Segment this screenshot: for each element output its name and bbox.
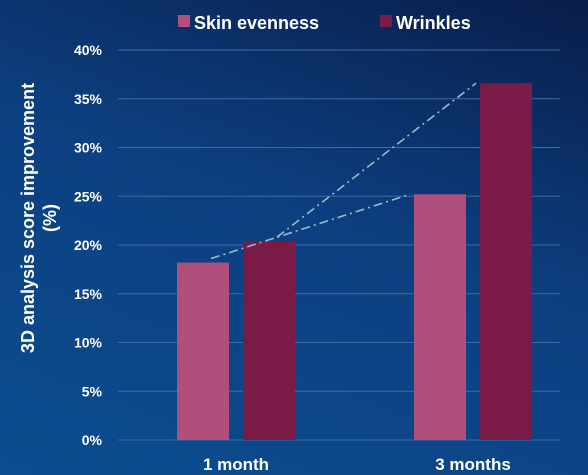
trend-lines [210, 82, 477, 260]
bar-skin-evenness-1-month [177, 262, 229, 440]
legend-swatch-wrinkles [380, 15, 392, 27]
legend-swatch-skin-evenness [178, 15, 190, 27]
y-tick-label: 0% [82, 432, 103, 448]
x-axis-labels: 1 month 3 months [203, 455, 511, 474]
trend-line-wrinkles [276, 82, 477, 238]
bar-wrinkles-1-month [243, 241, 295, 440]
y-axis-title-line2: (%) [40, 204, 60, 232]
y-tick-label: 5% [82, 383, 103, 399]
y-tick-label: 40% [74, 42, 103, 58]
y-tick-label: 30% [74, 140, 103, 156]
bars [177, 83, 532, 441]
x-category-label: 3 months [435, 455, 511, 474]
y-tick-label: 20% [74, 237, 103, 253]
y-tick-label: 10% [74, 335, 103, 351]
bar-wrinkles-3-months [480, 83, 532, 441]
trend-line-skin-evenness [210, 193, 411, 260]
legend: Skin evenness Wrinkles [178, 13, 471, 33]
x-category-label: 1 month [203, 455, 269, 474]
bar-skin-evenness-3-months [414, 194, 466, 440]
y-tick-label: 15% [74, 286, 103, 302]
y-axis-title: 3D analysis score improvement (%) [18, 83, 60, 353]
y-tick-label: 35% [74, 91, 103, 107]
y-axis-title-line1: 3D analysis score improvement [18, 83, 38, 353]
legend-label-skin-evenness: Skin evenness [194, 13, 319, 33]
legend-label-wrinkles: Wrinkles [396, 13, 471, 33]
y-axis-ticks: 0% 5% 10% 15% 20% 25% 30% 35% 40% [74, 42, 103, 448]
y-tick-label: 25% [74, 188, 103, 204]
